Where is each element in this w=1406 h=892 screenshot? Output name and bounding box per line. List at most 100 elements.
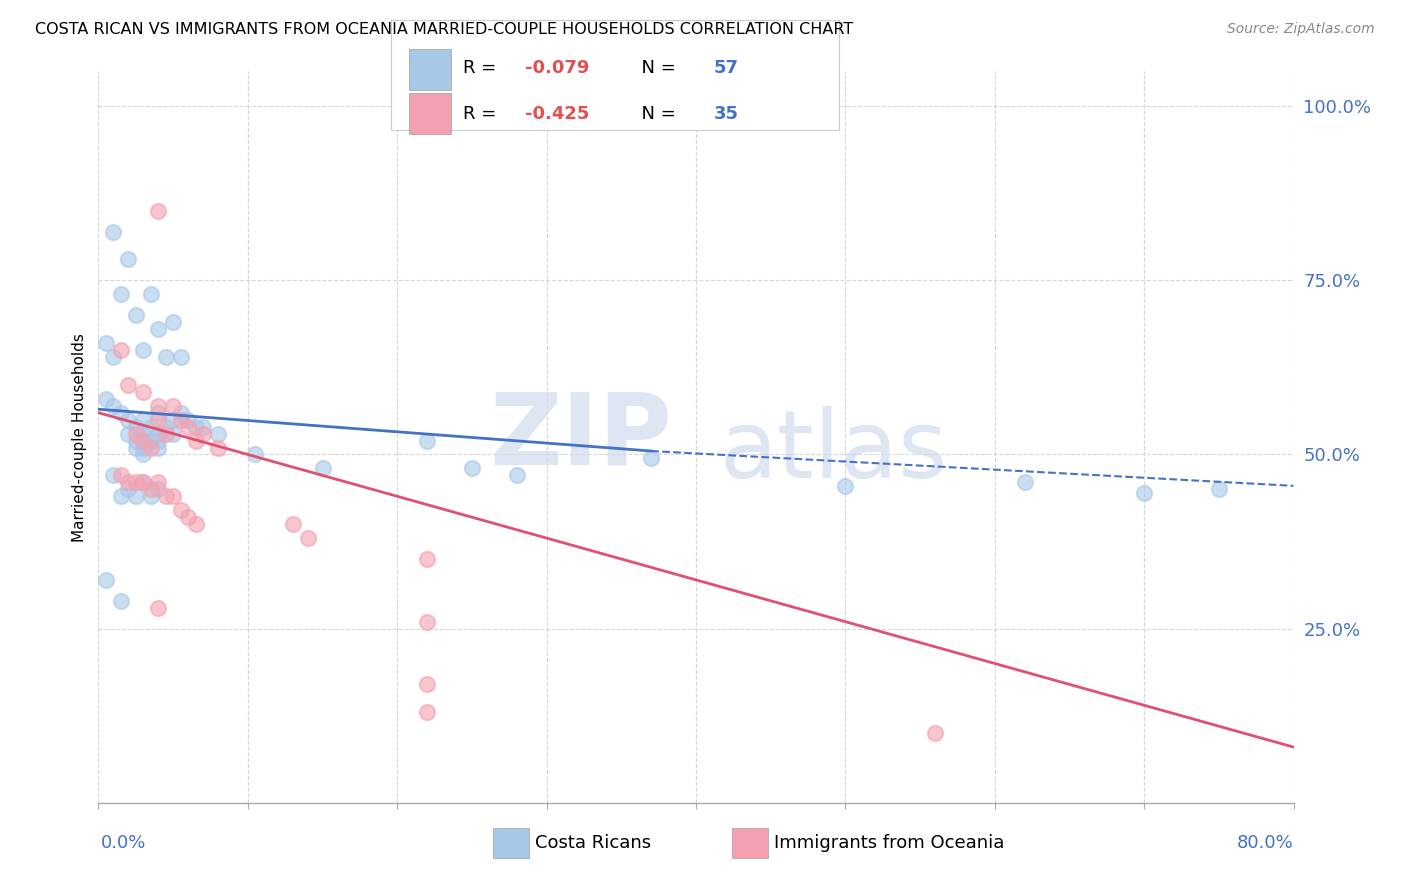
Point [311, 461, 333, 475]
Bar [494, 829, 529, 858]
Point [132, 448, 155, 462]
Point [416, 434, 439, 448]
Point [148, 203, 170, 218]
Point [461, 461, 484, 475]
Text: N =: N = [630, 59, 682, 77]
Point [162, 315, 184, 329]
Point [148, 483, 170, 497]
Point [110, 489, 132, 503]
Text: R =: R = [463, 104, 502, 123]
Text: R =: R = [463, 59, 502, 77]
Point [139, 419, 162, 434]
Point [155, 489, 177, 503]
Point [125, 426, 148, 441]
Point [155, 419, 177, 434]
Bar [409, 49, 451, 90]
Point [139, 287, 162, 301]
Point [177, 510, 200, 524]
Point [117, 377, 139, 392]
Point [139, 489, 162, 503]
Point [132, 384, 155, 399]
Text: 35: 35 [714, 104, 740, 123]
Text: 57: 57 [714, 59, 740, 77]
Point [169, 350, 191, 364]
Point [245, 448, 267, 462]
Point [155, 426, 177, 441]
Point [177, 412, 200, 426]
Point [139, 483, 162, 497]
Point [110, 594, 132, 608]
Point [148, 600, 170, 615]
Point [297, 531, 319, 545]
Point [110, 406, 132, 420]
Point [132, 412, 155, 426]
Point [125, 489, 148, 503]
Point [117, 412, 139, 426]
Point [125, 475, 148, 490]
Point [103, 225, 125, 239]
Point [148, 426, 170, 441]
Text: -0.079: -0.079 [524, 59, 589, 77]
Text: Costa Ricans: Costa Ricans [534, 834, 651, 852]
Point [162, 489, 184, 503]
Point [132, 434, 155, 448]
Point [1014, 475, 1036, 490]
Point [117, 426, 139, 441]
Text: Immigrants from Oceania: Immigrants from Oceania [773, 834, 1004, 852]
Point [162, 412, 184, 426]
Point [1208, 483, 1230, 497]
Point [110, 287, 132, 301]
Point [416, 677, 439, 691]
Point [177, 419, 200, 434]
Point [139, 434, 162, 448]
Point [132, 441, 155, 455]
Point [125, 434, 148, 448]
Point [169, 412, 191, 426]
FancyBboxPatch shape [391, 21, 839, 130]
Point [125, 419, 148, 434]
Point [148, 412, 170, 426]
Point [416, 705, 439, 719]
Point [148, 322, 170, 336]
Point [110, 343, 132, 357]
Point [94, 392, 117, 406]
Point [191, 419, 214, 434]
Point [94, 573, 117, 587]
Text: -0.425: -0.425 [524, 104, 589, 123]
Point [110, 468, 132, 483]
Point [117, 252, 139, 267]
Point [94, 336, 117, 351]
Point [155, 350, 177, 364]
Point [117, 475, 139, 490]
Point [117, 483, 139, 497]
Point [184, 517, 207, 532]
Text: ZIP: ZIP [489, 389, 672, 485]
Point [184, 434, 207, 448]
Text: COSTA RICAN VS IMMIGRANTS FROM OCEANIA MARRIED-COUPLE HOUSEHOLDS CORRELATION CHA: COSTA RICAN VS IMMIGRANTS FROM OCEANIA M… [35, 22, 853, 37]
Point [207, 441, 229, 455]
Point [184, 419, 207, 434]
Point [125, 308, 148, 322]
Point [148, 399, 170, 413]
Point [207, 426, 229, 441]
Point [148, 441, 170, 455]
Bar [409, 94, 451, 134]
Point [191, 426, 214, 441]
Point [1133, 485, 1156, 500]
Point [162, 399, 184, 413]
Text: N =: N = [630, 104, 682, 123]
Point [132, 426, 155, 441]
Point [132, 343, 155, 357]
Text: atlas: atlas [720, 406, 948, 498]
Point [640, 450, 662, 465]
Bar [733, 829, 768, 858]
Point [132, 475, 155, 490]
Text: Source: ZipAtlas.com: Source: ZipAtlas.com [1227, 22, 1375, 37]
Point [169, 503, 191, 517]
Point [506, 468, 529, 483]
Point [169, 406, 191, 420]
Point [834, 479, 856, 493]
Point [148, 434, 170, 448]
Point [924, 726, 946, 740]
Point [281, 517, 304, 532]
